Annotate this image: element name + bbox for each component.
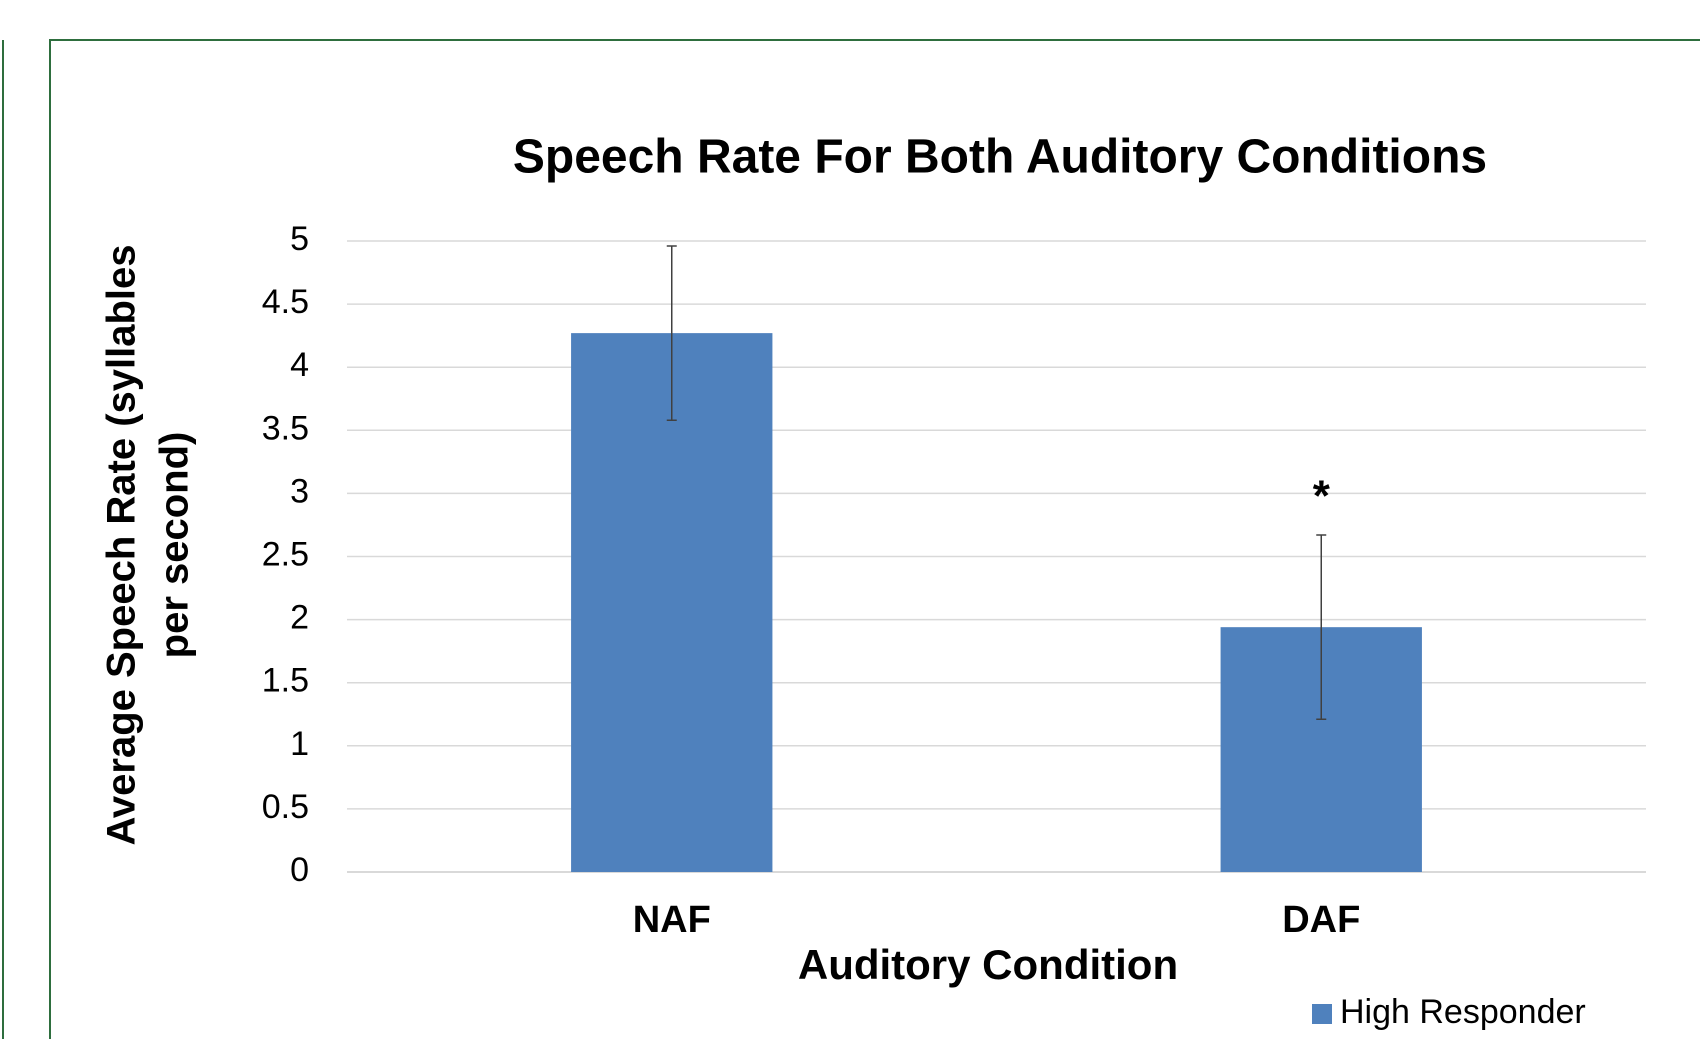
- error-bar: [1316, 534, 1327, 721]
- y-tick-label: 4.5: [262, 283, 309, 321]
- legend-label: High Responder: [1340, 993, 1586, 1031]
- y-axis-label: per second): [153, 432, 197, 659]
- y-tick-label: 3.5: [262, 409, 309, 447]
- x-tick-label: DAF: [1282, 899, 1360, 941]
- y-tick-label: 5: [290, 220, 309, 258]
- frame: [49, 39, 1700, 1039]
- y-tick-label: 2: [290, 599, 309, 637]
- y-tick-label: 1.5: [262, 662, 309, 700]
- y-tick-label: 1: [290, 725, 309, 763]
- y-axis-label: Average Speech Rate (syllables: [100, 244, 144, 845]
- y-tick-label: 0.5: [262, 788, 309, 826]
- y-tick-label: 2.5: [262, 535, 309, 573]
- y-tick-label: 0: [290, 851, 309, 889]
- annotation: *: [1313, 472, 1331, 521]
- error-bar: [666, 245, 677, 421]
- y-tick-label: 4: [290, 346, 309, 384]
- chart-title: Speech Rate For Both Auditory Conditions: [513, 131, 1487, 184]
- legend-swatch: [1312, 1004, 1332, 1024]
- bar: [571, 333, 773, 873]
- x-tick-label: NAF: [633, 899, 711, 941]
- x-axis-label: Auditory Condition: [798, 941, 1178, 988]
- y-tick-label: 3: [290, 472, 309, 510]
